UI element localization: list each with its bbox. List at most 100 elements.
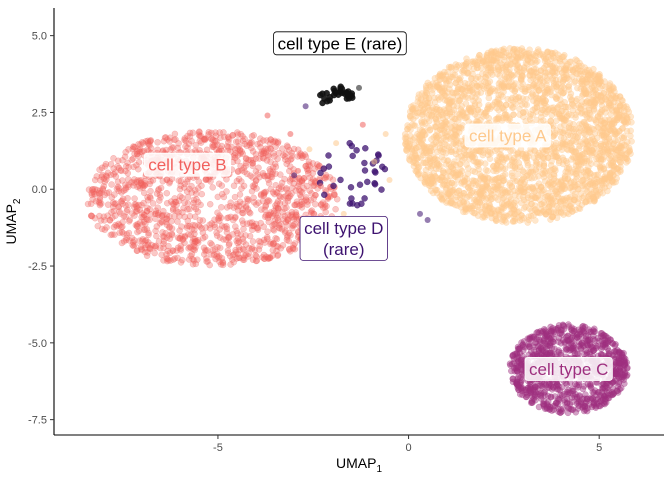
data-point (103, 224, 110, 231)
data-point (588, 125, 595, 132)
data-point (562, 116, 569, 124)
label-text: cell type A (469, 126, 547, 145)
label-cell-type-b: cell type B (143, 152, 232, 177)
data-point (232, 223, 239, 230)
label-cell-type-c: cell type C (524, 357, 613, 381)
data-point (272, 220, 279, 228)
data-point (182, 143, 189, 150)
data-point (559, 90, 566, 97)
data-point (238, 185, 245, 192)
data-point (198, 225, 205, 232)
label-text: cell type E (rare) (278, 34, 403, 53)
y-axis-title-base: UMAP (3, 204, 19, 244)
x-tick-label: 5 (596, 442, 602, 454)
data-point (506, 193, 513, 201)
data-point (456, 161, 464, 168)
data-point (188, 189, 195, 196)
data-point (224, 247, 232, 254)
data-point (295, 167, 301, 174)
data-point (581, 182, 588, 189)
data-point (284, 194, 292, 202)
data-point (601, 175, 609, 182)
data-point (216, 258, 223, 265)
data-point (461, 178, 469, 185)
data-point (486, 148, 493, 156)
data-point (249, 160, 256, 167)
data-point (477, 116, 484, 124)
data-point (552, 93, 559, 101)
data-point (513, 362, 520, 369)
x-axis-title-subscript: 1 (376, 464, 382, 475)
data-point (179, 256, 186, 264)
data-point (447, 146, 455, 154)
data-point (555, 159, 563, 167)
points-layer (84, 45, 635, 417)
data-point (267, 185, 274, 193)
data-point (421, 159, 428, 166)
data-point (533, 168, 540, 175)
data-point (627, 113, 634, 120)
data-point (386, 177, 393, 184)
data-point (519, 54, 526, 61)
data-point (264, 254, 272, 261)
data-point (317, 183, 324, 190)
data-point (580, 70, 587, 78)
data-point (245, 196, 252, 203)
data-point (607, 127, 614, 134)
data-point (196, 147, 203, 154)
data-point (264, 235, 271, 243)
y-tick-label: 5.0 (32, 31, 47, 43)
data-point (422, 109, 429, 116)
data-point (274, 252, 281, 259)
data-point (583, 172, 590, 179)
data-point (271, 153, 278, 160)
data-point (179, 209, 186, 216)
data-point (188, 182, 195, 190)
data-point (528, 200, 535, 207)
data-point (212, 129, 219, 136)
data-point (136, 237, 143, 244)
data-point (282, 150, 289, 157)
data-point (167, 257, 174, 264)
data-point (409, 147, 416, 155)
data-point (356, 181, 364, 188)
data-point (455, 97, 462, 104)
data-point (222, 236, 230, 244)
data-point (229, 231, 237, 238)
data-point (557, 199, 564, 206)
data-point (190, 199, 197, 207)
data-point (518, 45, 526, 52)
data-point (600, 133, 608, 140)
data-point (84, 200, 92, 208)
data-point (146, 193, 154, 201)
data-point (103, 189, 111, 197)
data-point (520, 205, 528, 212)
data-point (445, 77, 453, 85)
data-point (528, 174, 535, 182)
data-point (572, 162, 580, 170)
data-point (549, 75, 556, 82)
data-point (160, 233, 168, 241)
data-point (238, 167, 246, 174)
data-point (447, 199, 455, 206)
data-point (523, 95, 530, 103)
data-point (532, 57, 539, 64)
data-point (91, 185, 99, 193)
data-point (119, 177, 126, 184)
data-point (478, 65, 485, 72)
data-point (459, 110, 467, 117)
data-point (232, 138, 240, 145)
data-point (496, 72, 503, 80)
data-point (372, 169, 379, 176)
data-point (337, 85, 344, 92)
data-point (436, 140, 443, 147)
data-point (571, 79, 578, 86)
data-point (444, 157, 451, 165)
data-point (533, 159, 540, 167)
data-point (470, 177, 478, 185)
data-point (198, 190, 206, 198)
data-point (434, 134, 441, 142)
y-axis-title-subscript: 2 (12, 198, 23, 204)
data-point (110, 155, 117, 162)
data-point (428, 175, 436, 183)
